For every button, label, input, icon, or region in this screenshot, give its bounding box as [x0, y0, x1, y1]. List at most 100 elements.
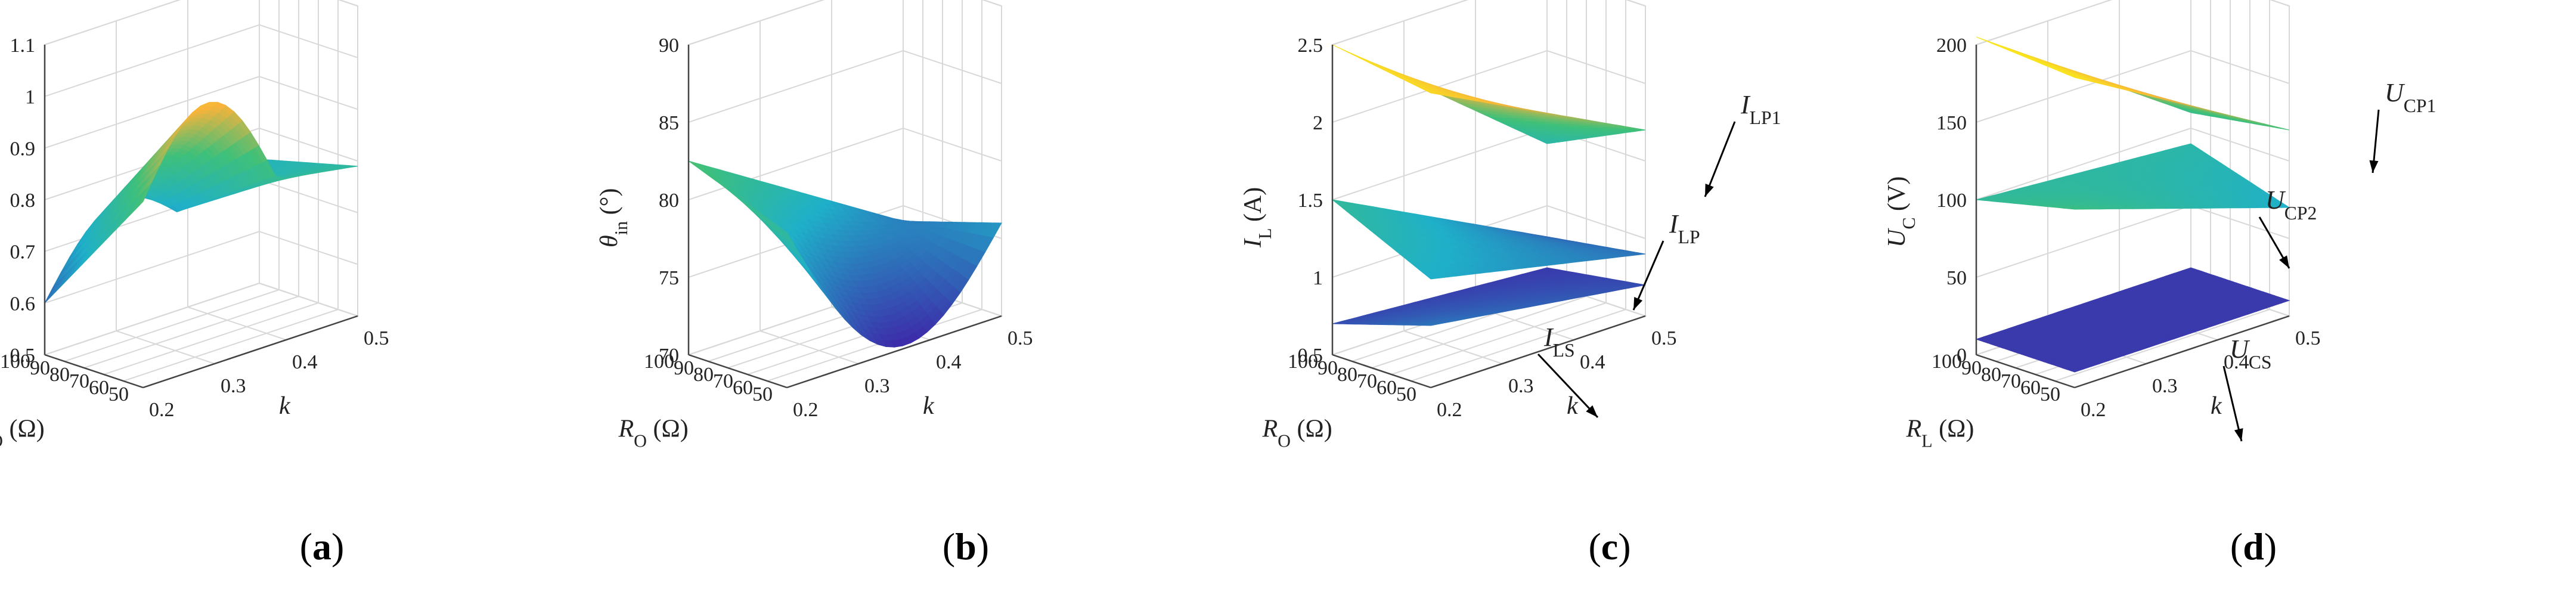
y-gridline	[64, 0, 280, 362]
x-axis-line	[786, 315, 1002, 389]
surface-i-lp	[1331, 199, 1646, 280]
panel-d: 0.2 0.3 0.4 0.5 50 60 70 80 90 100 0 50 100 150 200 k RL…	[1883, 0, 2575, 601]
x-tick-label: 0.5	[1008, 327, 1033, 349]
y-tick-label: 70	[1357, 370, 1377, 392]
y-tick-label: 60	[733, 377, 753, 399]
caption-b: (b)	[942, 525, 990, 568]
y-gridline	[767, 0, 982, 382]
surfaces-a	[44, 101, 358, 303]
annotation-arrowhead	[1586, 405, 1598, 417]
axes-a: 0.20.30.40.550607080901000.50.60.70.80.9…	[0, 35, 389, 421]
y-gridline	[2054, 0, 2270, 382]
x-axis-line	[142, 315, 358, 389]
y-tick-label: 90	[674, 357, 694, 379]
surface-i-lp1	[1332, 44, 1646, 144]
x-axis-label: k	[1567, 392, 1579, 420]
y-gridline	[1411, 0, 1626, 382]
surface-u-cs	[1975, 267, 2290, 373]
y-tick-label: 50	[109, 383, 129, 405]
y-gridline	[44, 0, 260, 355]
z-tick-label: 1.1	[10, 35, 36, 57]
y-axis-label: RO (Ω)	[1262, 416, 1332, 451]
z-tick-label: 80	[659, 190, 679, 212]
z-tick-label: 1	[1313, 267, 1323, 289]
y-tick-label: 70	[713, 370, 733, 392]
z-tick-label: 2	[1313, 112, 1323, 134]
x-tick-label: 0.4	[292, 351, 318, 373]
caption-c: (c)	[1588, 525, 1631, 568]
surface-patch	[139, 182, 152, 206]
chart-a: 0.20.30.40.550607080901000.50.60.70.80.9…	[0, 0, 389, 451]
y-tick-label: 90	[30, 357, 50, 379]
x-tick-label: 0.2	[1437, 399, 1462, 421]
surfaces-b	[688, 160, 1002, 348]
y-gridline	[1391, 0, 1607, 375]
annotation-label: ILP1	[1740, 90, 1781, 128]
z-axis-label: θin (°)	[596, 188, 631, 247]
y-tick-label: 80	[1337, 364, 1357, 386]
surface-patch	[783, 229, 796, 247]
z-axis-label: IL (A)	[1239, 187, 1275, 248]
x-axis-line	[1430, 315, 1646, 389]
x-tick-label: 0.3	[221, 375, 246, 397]
z-tick-label: 0.5	[1298, 345, 1323, 367]
z-tick-label: 2.5	[1298, 35, 1323, 57]
z-tick-label: 0.5	[10, 345, 36, 367]
surfaces-d	[1975, 36, 2290, 373]
y-tick-label: 50	[752, 383, 773, 405]
grid-c	[1330, 0, 1648, 389]
z-tick-label: 85	[659, 112, 679, 134]
x-tick-label: 0.3	[1508, 375, 1534, 397]
panel-c: 0.2 0.3 0.4 0.5 50 60 70 80 90 100 0.5 1 1.5 2 2.5 k RO …	[1239, 0, 1932, 601]
surface-u-cp2	[1976, 143, 2290, 210]
z-tick-label: 90	[659, 35, 679, 57]
y-tick-label: 90	[1318, 357, 1338, 379]
chart-c: 0.20.30.40.550607080901000.511.522.5kRO …	[1239, 0, 1781, 451]
annotation-arrow	[1537, 353, 1599, 419]
surfaces-c	[1331, 44, 1646, 326]
chart-d: 0.20.30.40.55060708090100050100150200kRL…	[1883, 0, 2436, 451]
y-tick-label: 80	[49, 364, 70, 386]
y-gridline	[123, 0, 339, 382]
surface-patch	[1427, 323, 1439, 326]
y-axis-line	[1332, 354, 1431, 389]
y-tick-label: 100	[0, 351, 30, 373]
z-tick-label: 1.5	[1298, 190, 1323, 212]
x-tick-label: 0.2	[793, 399, 819, 421]
x-tick-label: 0.5	[1651, 327, 1677, 349]
back-wall-a-1	[259, 0, 358, 317]
x-tick-label: 0.5	[364, 327, 389, 349]
surface-i-ls	[1332, 267, 1646, 326]
y-axis-line	[44, 354, 144, 389]
annotation-label: ILS	[1543, 323, 1575, 361]
annotation-arrowhead	[1633, 297, 1643, 310]
x-tick-label: 0.2	[149, 399, 175, 421]
surface-patch	[2070, 367, 2084, 373]
x-tick-label: 0.3	[864, 375, 890, 397]
z-tick-label: 0.8	[10, 190, 36, 212]
y-tick-label: 50	[1396, 383, 1416, 405]
y-axis-label: RO (Ω)	[618, 416, 689, 451]
annotation-arrowhead	[1705, 184, 1714, 197]
z-tick-label: 75	[659, 267, 679, 289]
annotation-arrow	[1704, 121, 1736, 197]
y-tick-label: 70	[69, 370, 89, 392]
y-tick-label: 100	[1288, 351, 1318, 373]
annotation-label: ILP	[1669, 209, 1700, 247]
z-tick-label: 0.6	[10, 293, 36, 315]
annotation-arrow	[1632, 240, 1664, 311]
surface-i-ro	[44, 101, 358, 303]
y-gridline	[83, 0, 299, 368]
y-axis-line	[688, 354, 788, 389]
z-tick-label: 0.7	[10, 241, 36, 264]
surface-theta-in	[688, 160, 1002, 348]
y-gridline	[747, 0, 963, 375]
x-tick-label: 0.4	[1580, 351, 1605, 373]
back-wall-c-1	[1546, 0, 1646, 317]
caption-a: (a)	[299, 525, 345, 568]
surface-patch	[1426, 274, 1440, 280]
panel-b: 0.2 0.3 0.4 0.5 50 60 70 80 90 100 70 75 80 85 90 k RO (…	[596, 0, 1288, 601]
z-tick-label: 1	[25, 86, 35, 109]
x-axis-label: k	[279, 392, 291, 420]
